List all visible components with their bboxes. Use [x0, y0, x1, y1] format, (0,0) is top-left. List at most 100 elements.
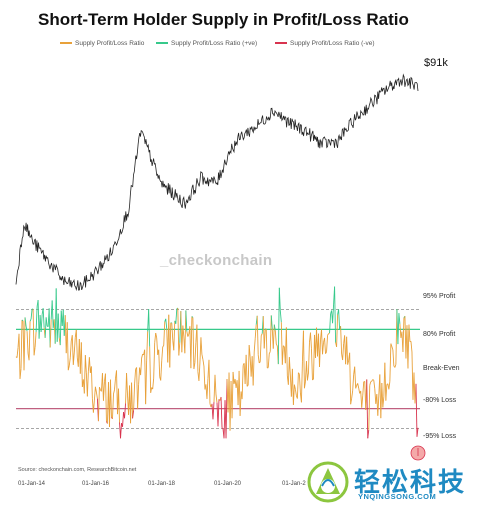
legend-item-ratio: Supply Profit/Loss Ratio — [60, 40, 144, 47]
ratio-segment — [254, 324, 257, 339]
price-line — [15, 73, 419, 292]
ratio-segment — [75, 329, 78, 358]
ratio-segment — [28, 321, 31, 361]
ratio-segment — [300, 361, 303, 403]
source-note: Source: checkonchain.com, ResearchBitcoi… — [18, 467, 137, 473]
ratio-segment — [153, 342, 156, 379]
ratio-segment — [44, 317, 47, 338]
ratio-segment — [190, 316, 193, 369]
ratio-segment — [136, 367, 139, 410]
ratio-segment — [278, 287, 281, 311]
ratio-segment — [30, 308, 33, 320]
ratio-segment — [55, 288, 58, 342]
ratio-segment — [281, 345, 284, 365]
ratio-segment — [171, 322, 174, 341]
ratio-segment — [148, 308, 151, 347]
ratio-segment — [346, 336, 349, 365]
ratio-segment — [160, 360, 163, 381]
ratio-segment — [248, 345, 251, 358]
ratio-segment — [80, 342, 83, 387]
ratio-segment — [342, 343, 345, 361]
ratio-segment — [384, 362, 387, 401]
ratio-segment — [196, 324, 199, 372]
x-tick-label: 01-Jan-16 — [82, 481, 110, 487]
ratio-segment — [336, 314, 339, 347]
ratio-segment — [307, 372, 309, 381]
ratio-segment — [88, 357, 91, 373]
ratio-segment — [357, 383, 360, 389]
ratio-segment — [132, 410, 135, 419]
ratio-segment — [273, 324, 276, 331]
ratio-segment — [298, 374, 301, 393]
ratio-segment — [84, 355, 87, 373]
ratio-segment — [122, 412, 124, 427]
ratio-segment — [20, 319, 23, 369]
ratio-segment — [221, 427, 224, 430]
ratio-segment — [73, 337, 76, 353]
ratio-segment — [241, 365, 244, 400]
ratio-segment — [34, 331, 37, 348]
brand-name: 轻松科技 — [354, 468, 467, 498]
ratio-segment — [225, 378, 228, 439]
ratio-segment — [416, 427, 419, 437]
ratio-segment — [83, 355, 86, 394]
ratio-segment — [312, 378, 314, 381]
price-label: $91k — [424, 57, 448, 69]
ratio-segment — [385, 384, 388, 401]
ratio-segment — [288, 357, 291, 376]
ratio-segment — [116, 370, 118, 415]
ratio-segment — [217, 399, 220, 427]
ratio-segment — [263, 328, 266, 349]
ratio-segment — [279, 310, 282, 323]
ratio-segment — [280, 322, 283, 365]
ratio-segment — [402, 317, 405, 353]
ratio-segment — [245, 354, 248, 387]
ratio-segment — [373, 380, 376, 389]
ratio-segment — [296, 372, 299, 399]
ratio-segment — [23, 317, 26, 371]
ratio-segment — [366, 379, 369, 439]
ratio-segment — [372, 379, 375, 381]
ratio-segment — [246, 384, 249, 387]
ratio-segment — [322, 342, 324, 355]
ratio-segment — [265, 328, 268, 369]
ratio-segment — [302, 330, 305, 389]
ratio-segment — [305, 361, 308, 381]
ratio-segment — [355, 385, 358, 389]
ratio-segment — [382, 396, 385, 408]
ratio-segment — [67, 365, 70, 371]
ratio-segment — [102, 381, 105, 401]
ratio-segment — [97, 387, 100, 422]
ratio-segment — [94, 386, 97, 393]
ratio-segment — [388, 381, 391, 390]
ratio-segment — [390, 343, 393, 347]
ratio-segment — [114, 378, 116, 390]
ratio-segment — [282, 345, 285, 348]
ratio-segment — [49, 319, 52, 348]
ratio-segment — [391, 346, 394, 350]
ratio-segment — [399, 323, 402, 338]
legend-label-negative: Supply Profit/Loss Ratio (-ve) — [290, 40, 375, 47]
ratio-segment — [24, 317, 27, 327]
ratio-segment — [161, 346, 164, 361]
ratio-segment — [169, 322, 172, 368]
ratio-segment — [201, 354, 204, 360]
ratio-segment — [51, 300, 54, 328]
ratio-segment — [156, 337, 159, 355]
ratio-segment — [277, 287, 280, 365]
ratio-segment — [124, 403, 126, 419]
ratio-segment — [187, 334, 190, 337]
ratio-segment — [184, 310, 187, 354]
ratio-segment — [368, 385, 371, 430]
ratio-segment — [397, 313, 400, 345]
ratio-segment — [162, 345, 165, 348]
ratio-segment — [214, 374, 217, 395]
ratio-segment — [293, 384, 296, 390]
ratio-segment — [21, 319, 24, 322]
ratio-segment — [206, 378, 209, 399]
ratio-segment — [257, 354, 260, 364]
ratio-segment — [328, 332, 330, 335]
ratio-segment — [57, 313, 60, 338]
ratio-segment — [200, 337, 203, 355]
